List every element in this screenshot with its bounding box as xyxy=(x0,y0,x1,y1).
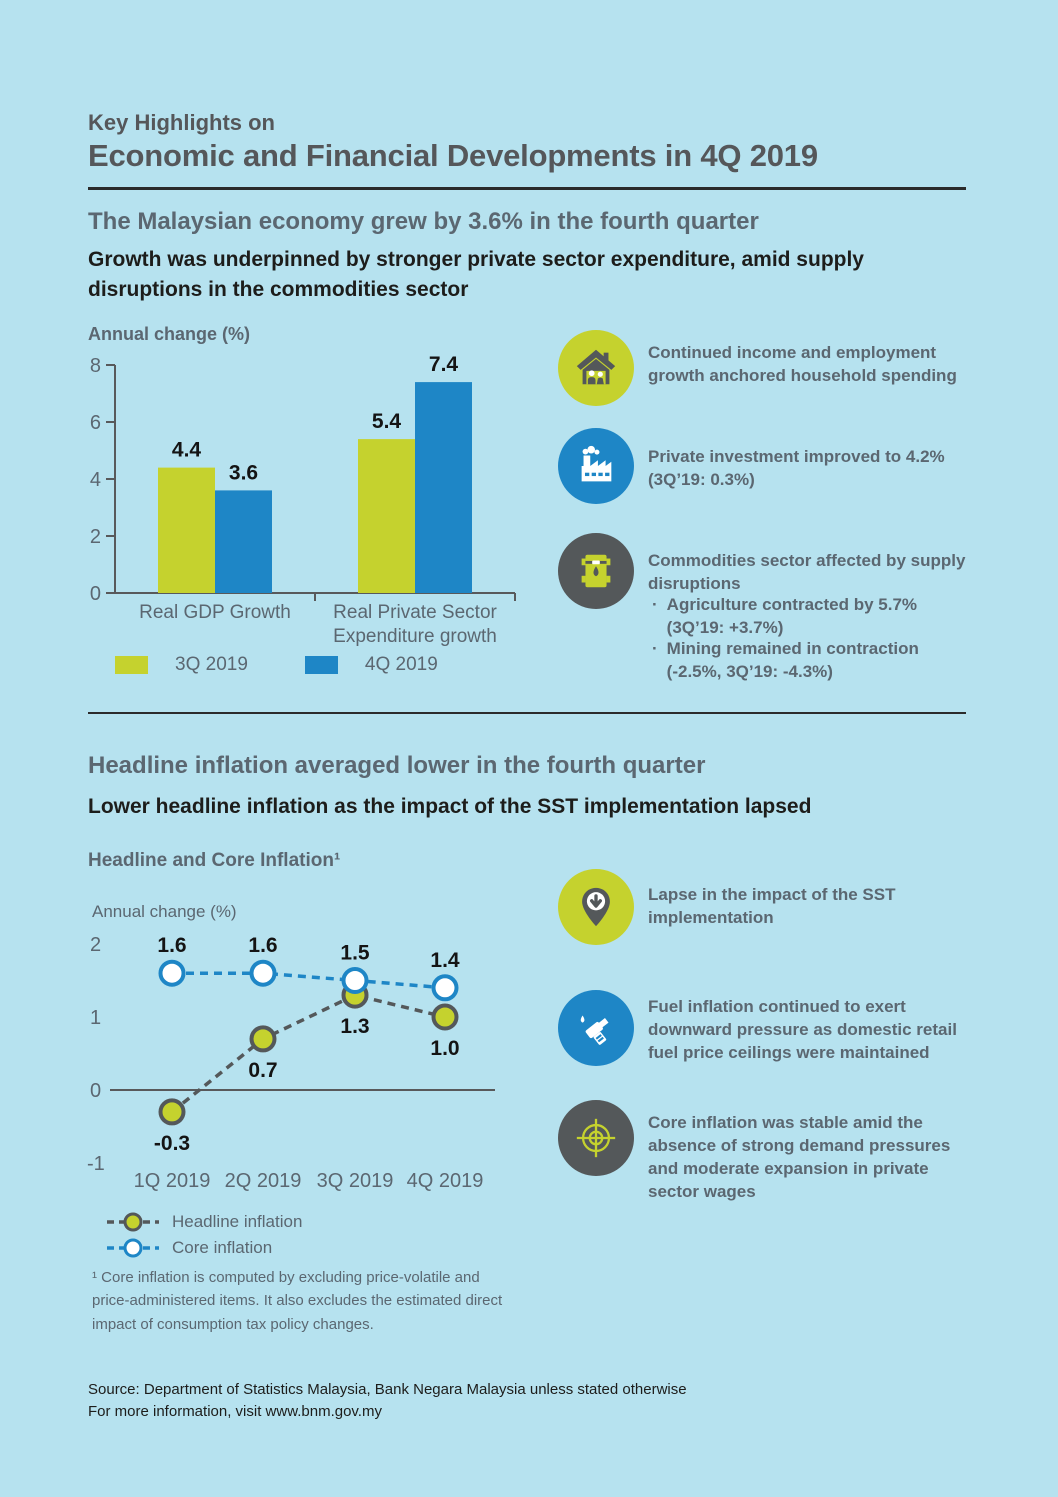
svg-text:1.5: 1.5 xyxy=(340,942,370,965)
page-title: Economic and Financial Developments in 4… xyxy=(88,138,818,173)
svg-text:0: 0 xyxy=(90,583,101,605)
highlight-core-inflation-text: Core inflation was stable amid the absen… xyxy=(648,1113,951,1201)
svg-text:4.4: 4.4 xyxy=(172,439,202,462)
fuel-nozzle-icon xyxy=(558,990,634,1066)
legend-row-core: Core inflation xyxy=(106,1235,302,1261)
headline-inflation-marker-icon xyxy=(106,1211,160,1233)
svg-text:1.4: 1.4 xyxy=(430,949,460,972)
legend-label-4q2019: 4Q 2019 xyxy=(364,654,438,675)
target-icon xyxy=(558,1100,634,1176)
highlight-household-text: Continued income and employment growth a… xyxy=(648,343,957,385)
highlight-fuel-text: Fuel inflation continued to exert downwa… xyxy=(648,997,957,1062)
section-divider xyxy=(88,712,966,714)
highlight-sst-text: Lapse in the impact of the SST implement… xyxy=(648,885,896,927)
legend-swatch-4q2019 xyxy=(304,656,338,674)
line-chart-axis-label: Annual change (%) xyxy=(92,902,237,921)
svg-text:5.4: 5.4 xyxy=(372,410,402,433)
bar-chart-legend: 3Q 2019 4Q 2019 xyxy=(115,654,438,676)
bar-chart-title: Annual change (%) xyxy=(88,324,251,344)
svg-text:3Q 2019: 3Q 2019 xyxy=(317,1170,394,1192)
svg-text:Real GDP Growth: Real GDP Growth xyxy=(139,602,291,623)
section1-heading: The Malaysian economy grew by 3.6% in th… xyxy=(88,208,759,235)
section2-heading: Headline inflation averaged lower in the… xyxy=(88,752,706,779)
legend-label-core: Core inflation xyxy=(172,1238,273,1257)
svg-text:-0.3: -0.3 xyxy=(154,1132,190,1155)
commodities-bullet-agriculture: · Agriculture contracted by 5.7% (3Q’19:… xyxy=(652,594,988,640)
svg-text:8: 8 xyxy=(90,355,101,377)
factory-icon xyxy=(558,428,634,504)
svg-text:Expenditure growth: Expenditure growth xyxy=(333,626,497,647)
svg-text:6: 6 xyxy=(90,412,101,434)
legend-label-3q2019: 3Q 2019 xyxy=(175,654,248,675)
legend-row-headline: Headline inflation xyxy=(106,1209,302,1235)
svg-text:Real Private Sector: Real Private Sector xyxy=(333,602,497,623)
section1-subheading: Growth was underpinned by stronger priva… xyxy=(88,248,864,301)
inflation-line-chart: 2 1 0 -1 -0.3 0.7 1.3 1.0 1.6 1.6 1.5 1.4 1Q 2019 2Q … xyxy=(87,934,495,1192)
core-inflation-marker-icon xyxy=(106,1237,160,1259)
svg-text:2: 2 xyxy=(90,934,101,956)
svg-text:3.6: 3.6 xyxy=(229,461,258,484)
line-chart-heading: Headline and Core Inflation¹ xyxy=(88,850,341,871)
svg-text:7.4: 7.4 xyxy=(429,353,459,376)
section2-subheading: Lower headline inflation as the impact o… xyxy=(88,795,812,818)
svg-text:1.3: 1.3 xyxy=(340,1015,369,1038)
svg-text:1.6: 1.6 xyxy=(157,934,186,957)
svg-text:0: 0 xyxy=(90,1080,101,1102)
svg-text:1: 1 xyxy=(90,1007,101,1029)
oil-barrel-icon xyxy=(558,533,634,609)
svg-text:0.7: 0.7 xyxy=(248,1059,277,1082)
svg-text:2Q 2019: 2Q 2019 xyxy=(225,1170,302,1192)
pin-down-arrow-icon xyxy=(558,869,634,945)
svg-text:2: 2 xyxy=(90,526,101,548)
household-icon xyxy=(558,330,634,406)
title-divider xyxy=(88,187,966,190)
kicker: Key Highlights on xyxy=(88,110,275,135)
svg-text:4: 4 xyxy=(90,469,101,491)
legend-label-headline: Headline inflation xyxy=(172,1212,303,1231)
svg-text:4Q 2019: 4Q 2019 xyxy=(407,1170,484,1192)
highlight-commodities-text: Commodities sector affected by supply di… xyxy=(648,551,966,593)
bullet-marker: · xyxy=(652,595,658,614)
highlight-investment-text: Private investment improved to 4.2% (3Q’… xyxy=(648,447,945,489)
gdp-bar-chart: 8 6 4 2 0 4.4 5.4 3.6 7.4 Real GDP Growth Real Pri… xyxy=(90,353,516,647)
footnote: ¹ Core inflation is computed by excludin… xyxy=(92,1269,503,1333)
svg-text:1Q 2019: 1Q 2019 xyxy=(134,1170,211,1192)
bullet-marker: · xyxy=(652,639,658,658)
svg-text:1.0: 1.0 xyxy=(430,1037,459,1060)
legend-swatch-3q2019 xyxy=(115,656,148,674)
commodities-bullet-mining: · Mining remained in contraction (-2.5%,… xyxy=(652,638,988,684)
line-chart-legend: Headline inflation Core inflation xyxy=(106,1209,302,1261)
source-footer: Source: Department of Statistics Malaysi… xyxy=(88,1381,687,1420)
svg-text:-1: -1 xyxy=(87,1153,105,1175)
svg-text:1.6: 1.6 xyxy=(248,934,277,957)
